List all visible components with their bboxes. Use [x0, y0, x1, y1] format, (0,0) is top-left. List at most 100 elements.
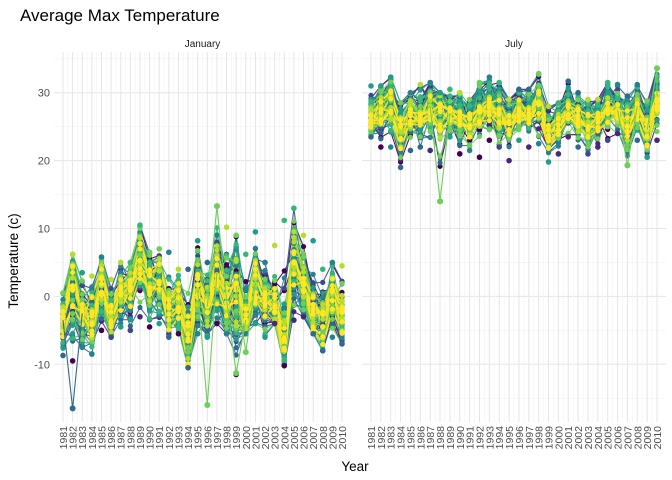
data-point: [329, 306, 335, 312]
data-point: [262, 285, 268, 292]
data-point: [281, 310, 287, 316]
data-point: [476, 106, 483, 112]
data-point: [585, 107, 591, 114]
data-point: [644, 106, 650, 112]
data-point: [437, 135, 443, 141]
data-point: [272, 277, 278, 284]
data-point: [516, 106, 522, 112]
data-point: [98, 266, 105, 272]
data-point: [536, 115, 542, 121]
data-point: [185, 338, 191, 344]
x-axis-ticks: 1981198219831984198519861987198819891990…: [366, 426, 664, 450]
data-point-low: [604, 137, 611, 144]
data-point: [555, 121, 561, 128]
data-point: [243, 306, 249, 312]
data-point: [526, 116, 532, 122]
data-point: [214, 256, 220, 262]
data-point: [291, 295, 297, 302]
data-point: [565, 84, 571, 90]
data-point: [496, 93, 502, 99]
data-point: [388, 96, 394, 102]
data-point: [654, 128, 660, 135]
data-point: [98, 300, 105, 307]
data-point: [214, 281, 220, 287]
data-point: [233, 345, 239, 351]
data-point: [486, 127, 492, 133]
data-point: [595, 113, 601, 119]
data-point-low: [166, 334, 172, 340]
data-point: [195, 313, 201, 320]
data-point: [368, 92, 374, 98]
data-point-high: [545, 103, 552, 110]
data-point: [320, 294, 326, 300]
data-point-low: [595, 144, 601, 150]
data-point: [272, 292, 278, 298]
data-point: [195, 262, 201, 268]
data-point: [407, 121, 414, 128]
data-point-high: [339, 263, 345, 269]
data-point: [654, 99, 660, 105]
data-point: [156, 268, 162, 274]
data-point: [214, 267, 220, 273]
data-point: [545, 144, 552, 150]
data-point: [281, 317, 287, 324]
data-point: [417, 134, 423, 140]
data-point: [272, 309, 278, 316]
data-point-low: [545, 159, 552, 165]
data-point: [575, 106, 581, 112]
data-point: [175, 272, 182, 278]
data-point: [605, 100, 611, 106]
x-tick-label: 1989: [135, 426, 147, 450]
x-tick-label: 1997: [524, 426, 536, 450]
data-point: [447, 117, 453, 123]
data-point: [378, 117, 384, 123]
data-point-low: [654, 137, 660, 144]
data-point: [368, 112, 374, 119]
data-point: [252, 245, 259, 251]
x-tick-label: 1998: [534, 426, 546, 450]
data-point: [272, 273, 278, 280]
data-point-high: [575, 89, 581, 96]
data-point: [585, 144, 591, 150]
x-tick-label: 1986: [415, 426, 427, 450]
x-tick-label: 2001: [250, 426, 262, 450]
data-point-high: [185, 266, 191, 273]
data-point: [243, 316, 249, 322]
data-point: [605, 108, 611, 114]
data-point-high: [329, 259, 336, 266]
x-tick-label: 2006: [299, 426, 311, 450]
data-point: [98, 262, 105, 268]
data-point: [223, 304, 230, 310]
data-point-high: [387, 74, 394, 80]
data-point: [300, 294, 307, 300]
data-point: [108, 302, 114, 308]
data-point: [60, 308, 66, 315]
data-point: [89, 313, 95, 319]
data-point-high: [310, 237, 316, 244]
x-tick-label: 1990: [455, 426, 467, 450]
data-point: [166, 316, 172, 323]
x-tick-label: 1986: [106, 426, 118, 450]
data-point: [262, 303, 268, 309]
data-point-high: [300, 232, 307, 239]
data-point: [397, 117, 404, 123]
data-point: [89, 303, 95, 309]
outlier-point: [233, 370, 240, 377]
x-tick-label: 2009: [642, 426, 654, 450]
data-point: [233, 352, 239, 358]
outlier-point: [437, 198, 444, 205]
data-point: [329, 276, 335, 282]
x-tick-label: 1987: [116, 426, 128, 450]
data-point-low: [319, 347, 326, 354]
data-point: [329, 286, 335, 293]
data-point: [516, 118, 522, 124]
x-tick-label: 1989: [445, 426, 457, 450]
x-tick-label: 2004: [593, 426, 605, 450]
data-point-low: [486, 137, 493, 144]
data-point: [233, 319, 239, 325]
data-point: [437, 101, 443, 108]
data-point: [467, 103, 473, 109]
data-point: [417, 127, 423, 134]
data-point: [378, 109, 384, 116]
data-point: [388, 88, 394, 94]
